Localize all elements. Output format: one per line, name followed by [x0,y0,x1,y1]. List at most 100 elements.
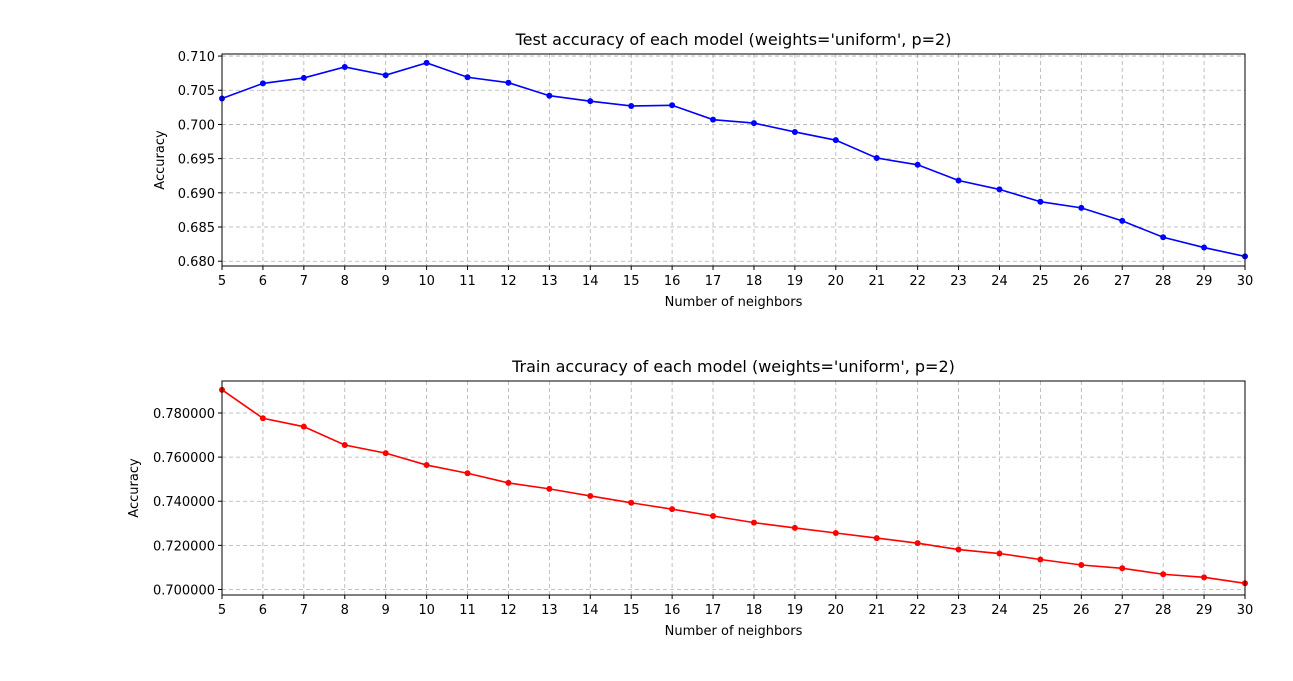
train-point-15 [628,499,635,506]
test-xtick-label: 12 [500,274,517,289]
train-xtick-label: 18 [746,603,763,618]
test-xtick-label: 19 [787,274,804,289]
train-point-10 [423,462,430,469]
train-xtick-label: 29 [1196,603,1213,618]
test-xtick-label: 10 [418,274,435,289]
train-point-21 [873,535,880,542]
train-xtick-label: 23 [950,603,967,618]
train-xtick-label: 11 [459,603,476,618]
train-point-7 [300,423,307,430]
test-xtick-label: 29 [1196,274,1213,289]
train-ytick-label: 0.780000 [153,407,215,422]
test-plot-frame [221,53,1246,267]
test-ytick-label: 0.690 [178,187,215,202]
test-xtick-label: 7 [300,274,308,289]
train-point-18 [750,519,757,526]
train-point-22 [914,540,921,547]
test-point-18 [750,120,757,127]
train-xtick-label: 17 [705,603,722,618]
train-xtick-label: 15 [623,603,640,618]
test-ytick-label: 0.710 [178,50,215,65]
train-chart-title: Train accuracy of each model (weights='u… [511,357,955,376]
train-point-29 [1201,574,1208,581]
test-xtick-label: 17 [705,274,722,289]
test-point-12 [505,79,512,86]
train-y-axis-label: Accuracy [127,458,142,518]
test-chart-title: Test accuracy of each model (weights='un… [515,30,952,49]
train-point-12 [505,479,512,486]
test-point-16 [669,102,676,109]
test-point-11 [464,74,471,81]
train-grid [222,381,1245,595]
test-point-13 [546,92,553,99]
train-point-23 [955,546,962,553]
test-series-line [221,62,1246,258]
test-xtick-label: 27 [1114,274,1131,289]
test-ytick-label: 0.695 [178,153,215,168]
test-point-29 [1201,244,1208,251]
train-ytick-label: 0.700000 [153,583,215,598]
train-point-26 [1078,561,1085,568]
train-point-14 [587,492,594,499]
test-ytick-label: 0.685 [178,221,215,236]
train-point-13 [546,485,553,492]
test-point-15 [628,102,635,109]
test-xtick-label: 6 [259,274,267,289]
test-xtick-label: 21 [868,274,885,289]
test-xtick-label: 20 [828,274,845,289]
train-ytick-label: 0.740000 [153,495,215,510]
test-ytick-label: 0.705 [178,84,215,99]
test-xtick-label: 15 [623,274,640,289]
train-point-19 [791,524,798,531]
train-plot-frame [221,380,1246,596]
train-xtick-label: 14 [582,603,599,618]
train-point-8 [341,441,348,448]
test-point-17 [710,116,717,123]
train-ytick-label: 0.760000 [153,451,215,466]
train-point-27 [1119,565,1126,572]
test-point-7 [300,74,307,81]
train-xtick-label: 20 [828,603,845,618]
train-xtick-label: 25 [1032,603,1049,618]
test-xtick-label: 24 [991,274,1008,289]
train-xtick-label: 13 [541,603,558,618]
test-point-19 [791,128,798,135]
train-xtick-label: 16 [664,603,681,618]
test-xtick-label: 8 [341,274,349,289]
train-ytick-label: 0.720000 [153,539,215,554]
test-point-24 [996,186,1003,193]
test-xtick-label: 22 [909,274,926,289]
test-point-23 [955,177,962,184]
test-point-26 [1078,204,1085,211]
test-point-6 [259,80,266,87]
test-ytick-label: 0.700 [178,118,215,133]
train-x-axis-label: Number of neighbors [665,624,803,639]
test-point-27 [1119,217,1126,224]
train-point-6 [259,415,266,422]
test-xtick-label: 28 [1155,274,1172,289]
train-xtick-label: 30 [1237,603,1254,618]
test-x-axis-label: Number of neighbors [665,295,803,310]
train-xtick-label: 6 [259,603,267,618]
test-point-22 [914,161,921,168]
train-point-25 [1037,556,1044,563]
train-xtick-label: 21 [868,603,885,618]
test-y-axis-label: Accuracy [153,130,168,190]
train-xtick-label: 10 [418,603,435,618]
train-accuracy-chart: 5 6 7 8 9 10 11 12 13 14 15 16 17 18 19 20 21 22 23 24 25 26 2… [127,357,1253,639]
train-xtick-label: 7 [300,603,308,618]
test-xtick-label: 5 [218,274,226,289]
train-xtick-label: 26 [1073,603,1090,618]
train-xtick-label: 27 [1114,603,1131,618]
test-point-10 [423,59,430,66]
test-ytick-label: 0.680 [178,255,215,270]
test-accuracy-chart: 5 6 7 8 9 10 11 12 13 14 15 16 17 18 19 20 21 22 23 24 25 26 2… [153,30,1253,310]
test-xtick-label: 30 [1237,274,1254,289]
train-xtick-label: 12 [500,603,517,618]
test-point-21 [873,154,880,161]
train-series-line [221,389,1246,585]
test-grid [222,54,1245,266]
train-point-16 [669,506,676,513]
test-xtick-label: 23 [950,274,967,289]
test-xtick-label: 18 [746,274,763,289]
